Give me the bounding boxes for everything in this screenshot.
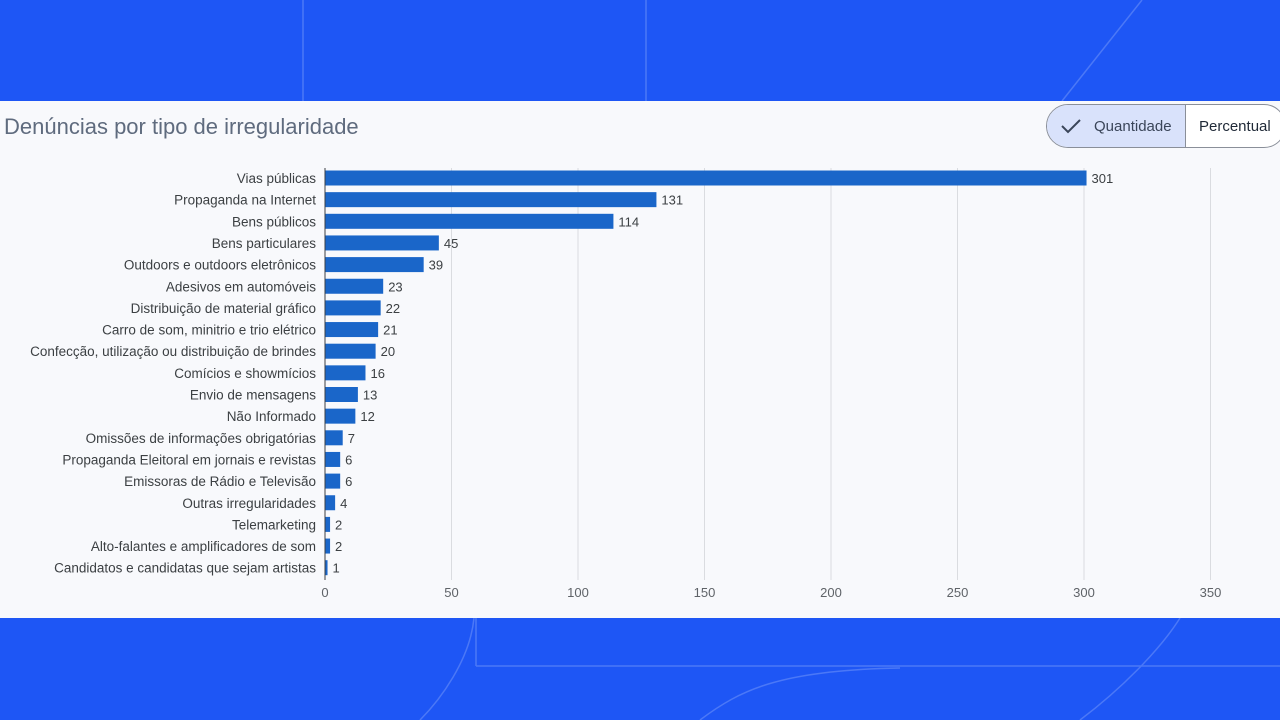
value-label: 1 [333,561,340,576]
x-tick-label: 350 [1200,585,1222,600]
value-label: 23 [388,279,402,294]
check-icon [1061,119,1081,134]
x-tick-label: 0 [321,585,328,600]
bar [325,560,328,576]
view-toggle: Quantidade Percentual [1046,104,1280,148]
x-tick-label: 300 [1073,585,1095,600]
bar [325,408,356,424]
category-label: Emissoras de Rádio e Televisão [124,474,316,489]
bar [325,235,439,251]
value-label: 2 [335,539,342,554]
bar [325,257,424,273]
category-label: Confecção, utilização ou distribuição de… [30,344,316,359]
bar [325,387,358,402]
value-label: 2 [335,517,342,532]
bar-chart: 0 50 100 150 200 250 300 350 Vias públicas 301 Pro… [30,168,1222,600]
toggle-percentual[interactable]: Percentual [1186,105,1280,147]
bar [325,430,343,446]
category-label: Envio de mensagens [190,388,316,403]
value-label: 6 [345,452,352,467]
category-label: Bens públicos [232,214,316,229]
value-label: 6 [345,474,352,489]
bar [325,538,331,554]
bar [325,192,657,208]
bar [325,473,341,489]
bar [325,516,331,532]
bar [325,343,376,359]
value-label: 7 [348,431,355,446]
category-label: Adesivos em automóveis [166,279,316,294]
category-label: Propaganda na Internet [174,193,316,208]
bar [325,322,379,338]
category-label: Bens particulares [212,236,317,251]
value-label: 16 [370,366,384,381]
category-label: Vias públicas [237,171,317,186]
category-label: Distribuição de material gráfico [131,301,316,316]
value-label: 4 [340,496,347,511]
bar [325,278,384,294]
value-label: 12 [360,409,374,424]
category-label: Omissões de informações obrigatórias [86,431,317,446]
bar [325,300,381,316]
value-label: 131 [661,193,683,208]
category-label: Comícios e showmícios [174,366,316,381]
toggle-quantidade-label: Quantidade [1094,117,1172,135]
category-label: Propaganda Eleitoral em jornais e revist… [62,452,316,467]
toggle-quantidade[interactable]: Quantidade [1047,105,1186,147]
x-tick-label: 200 [820,585,842,600]
category-label: Outras irregularidades [182,496,316,511]
value-label: 114 [618,214,639,229]
bar [325,170,1087,186]
category-label: Carro de som, minitrio e trio elétrico [102,323,316,338]
chart-card [0,101,1280,618]
x-tick-label: 250 [947,585,969,600]
value-label: 20 [381,344,395,359]
value-label: 21 [383,323,397,338]
x-tick-label: 150 [694,585,716,600]
bar [325,213,614,229]
value-label: 301 [1092,171,1114,186]
category-label: Outdoors e outdoors eletrônicos [124,258,316,273]
category-label: Não Informado [227,409,316,424]
value-label: 45 [444,236,458,251]
bar [325,365,366,381]
category-label: Telemarketing [232,517,316,532]
bar [325,451,341,467]
x-tick-label: 100 [567,585,589,600]
toggle-percentual-label: Percentual [1199,117,1271,135]
chart-title: Denúncias por tipo de irregularidade [4,114,359,139]
value-label: 13 [363,388,377,403]
x-tick-label: 50 [444,585,458,600]
category-label: Alto-falantes e amplificadores de som [91,539,316,554]
bar [325,495,336,511]
value-label: 39 [429,258,443,273]
value-label: 22 [386,301,400,316]
category-label: Candidatos e candidatas que sejam artist… [54,561,316,576]
